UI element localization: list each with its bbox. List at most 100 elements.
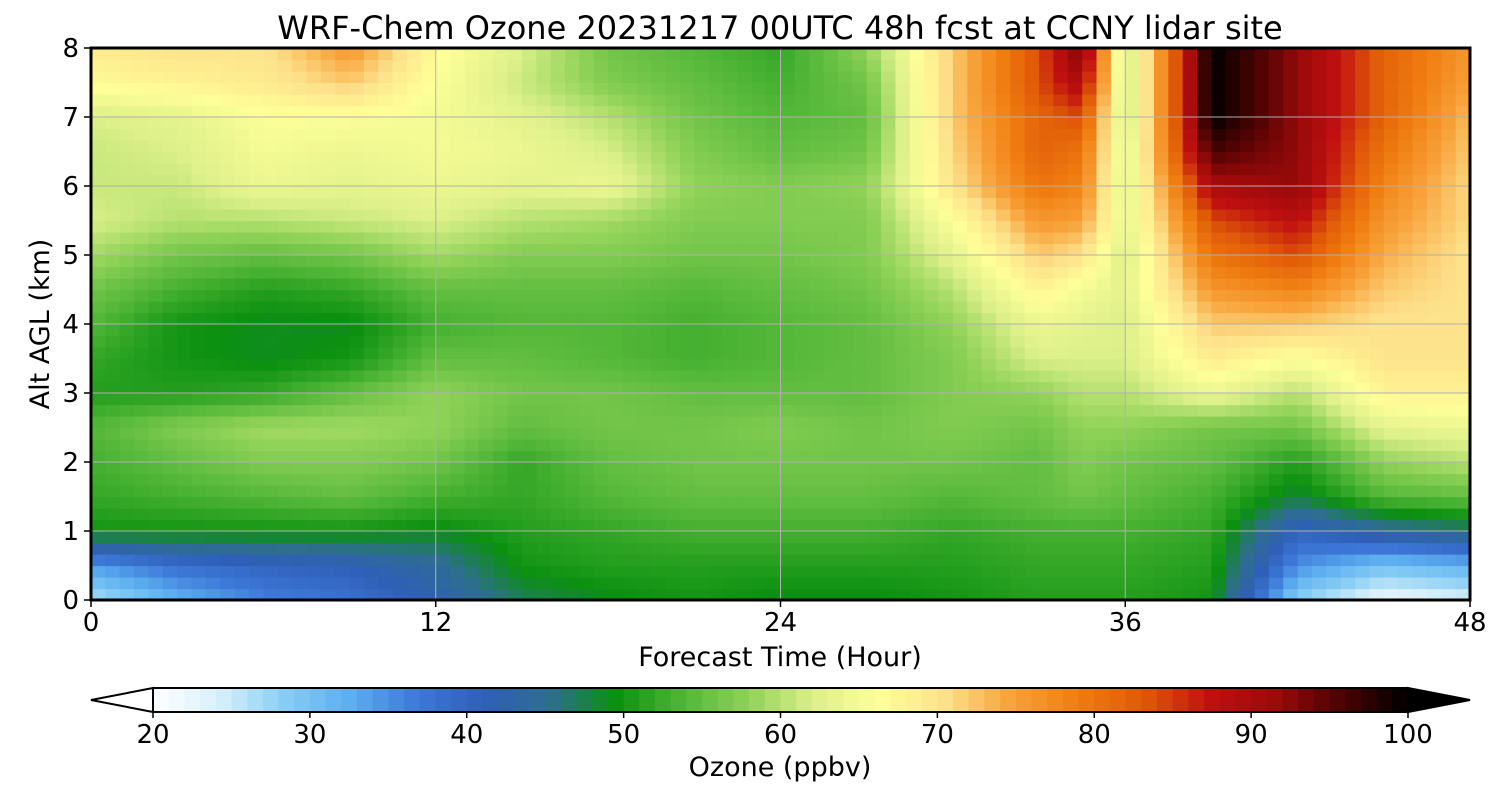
heatmap-cell [392,232,408,245]
heatmap-cell [220,485,236,498]
heatmap-cell [1211,542,1227,555]
heatmap-cell [450,335,466,348]
heatmap-cell [794,128,810,141]
colorbar-tick-label: 30 [293,720,326,750]
heatmap-cell [249,82,264,95]
heatmap-cell [292,163,308,176]
heatmap-cell [1067,128,1083,141]
heatmap-cell [1412,565,1428,578]
heatmap-cell [852,117,868,130]
heatmap-cell [1441,496,1457,509]
heatmap-cell [679,255,695,268]
heatmap-cell [694,565,710,578]
heatmap-cell [263,128,279,141]
heatmap-cell [119,542,135,555]
heatmap-cell [895,531,911,544]
x-tick-label: 0 [83,608,100,638]
heatmap-cell [708,128,724,141]
heatmap-cell [249,278,264,291]
heatmap-cell [1168,416,1184,429]
heatmap-cell [1240,278,1256,291]
heatmap-cell [263,151,279,164]
heatmap-cell [1139,312,1155,325]
heatmap-cell [794,82,810,95]
colorbar-swatch [1141,688,1158,712]
heatmap-cell [1182,416,1198,429]
heatmap-cell [1168,588,1184,600]
heatmap-cell [1426,393,1442,406]
heatmap-cell [249,393,264,406]
heatmap-cell [823,82,839,95]
heatmap-cell [521,232,537,245]
heatmap-cell [1024,163,1040,176]
heatmap-cell [1398,554,1414,567]
heatmap-cell [177,128,193,141]
heatmap-cell [708,473,724,486]
heatmap-cell [1268,278,1284,291]
heatmap-cell [478,565,494,578]
heatmap-cell [1268,151,1284,164]
heatmap-cell [162,531,178,544]
heatmap-cell [593,462,609,475]
heatmap-cell [708,289,724,302]
heatmap-cell [622,278,638,291]
heatmap-cell [378,278,394,291]
heatmap-cell [1383,209,1399,222]
heatmap-cell [234,220,250,233]
heatmap-cell [651,82,667,95]
heatmap-cell [579,370,595,383]
heatmap-cell [866,174,882,187]
heatmap-cell [1441,140,1457,153]
heatmap-cell [866,416,882,429]
heatmap-cell [392,485,408,498]
heatmap-cell [191,554,207,567]
heatmap-cell [363,450,379,463]
heatmap-cell [694,370,710,383]
heatmap-cell [1383,439,1399,452]
heatmap-cell [1398,163,1414,176]
heatmap-cell [881,174,897,187]
heatmap-cell [823,335,839,348]
heatmap-cell [1311,324,1327,337]
heatmap-cell [205,324,221,337]
heatmap-cell [478,588,494,600]
heatmap-cell [148,450,164,463]
heatmap-cell [751,462,767,475]
heatmap-cell [134,59,150,72]
heatmap-cell [1096,197,1112,210]
heatmap-cell [665,301,681,314]
heatmap-cell [651,473,667,486]
heatmap-cell [995,48,1011,61]
heatmap-cell [909,335,925,348]
heatmap-cell [1125,117,1141,130]
heatmap-cell [335,393,351,406]
heatmap-cell [277,577,293,590]
heatmap-cell [1197,485,1213,498]
heatmap-cell [823,197,839,210]
heatmap-cell [679,140,695,153]
heatmap-cell [493,531,509,544]
heatmap-cell [1383,117,1399,130]
heatmap-cell [105,59,121,72]
heatmap-cell [105,312,121,325]
heatmap-cell [995,554,1011,567]
heatmap-cell [1383,243,1399,256]
heatmap-cell [1398,48,1414,61]
heatmap-cell [335,565,351,578]
heatmap-cell [751,404,767,417]
heatmap-cell [177,220,193,233]
heatmap-cell [277,94,293,107]
heatmap-cell [205,496,221,509]
heatmap-cell [1168,439,1184,452]
heatmap-cell [435,577,451,590]
heatmap-cell [292,209,308,222]
heatmap-cell [507,289,523,302]
heatmap-cell [392,335,408,348]
heatmap-cell [536,220,552,233]
heatmap-cell [450,381,466,394]
heatmap-cell [852,347,868,360]
heatmap-cell [464,485,480,498]
y-tick-label: 7 [62,103,79,133]
heatmap-cell [608,59,624,72]
heatmap-cell [579,508,595,521]
